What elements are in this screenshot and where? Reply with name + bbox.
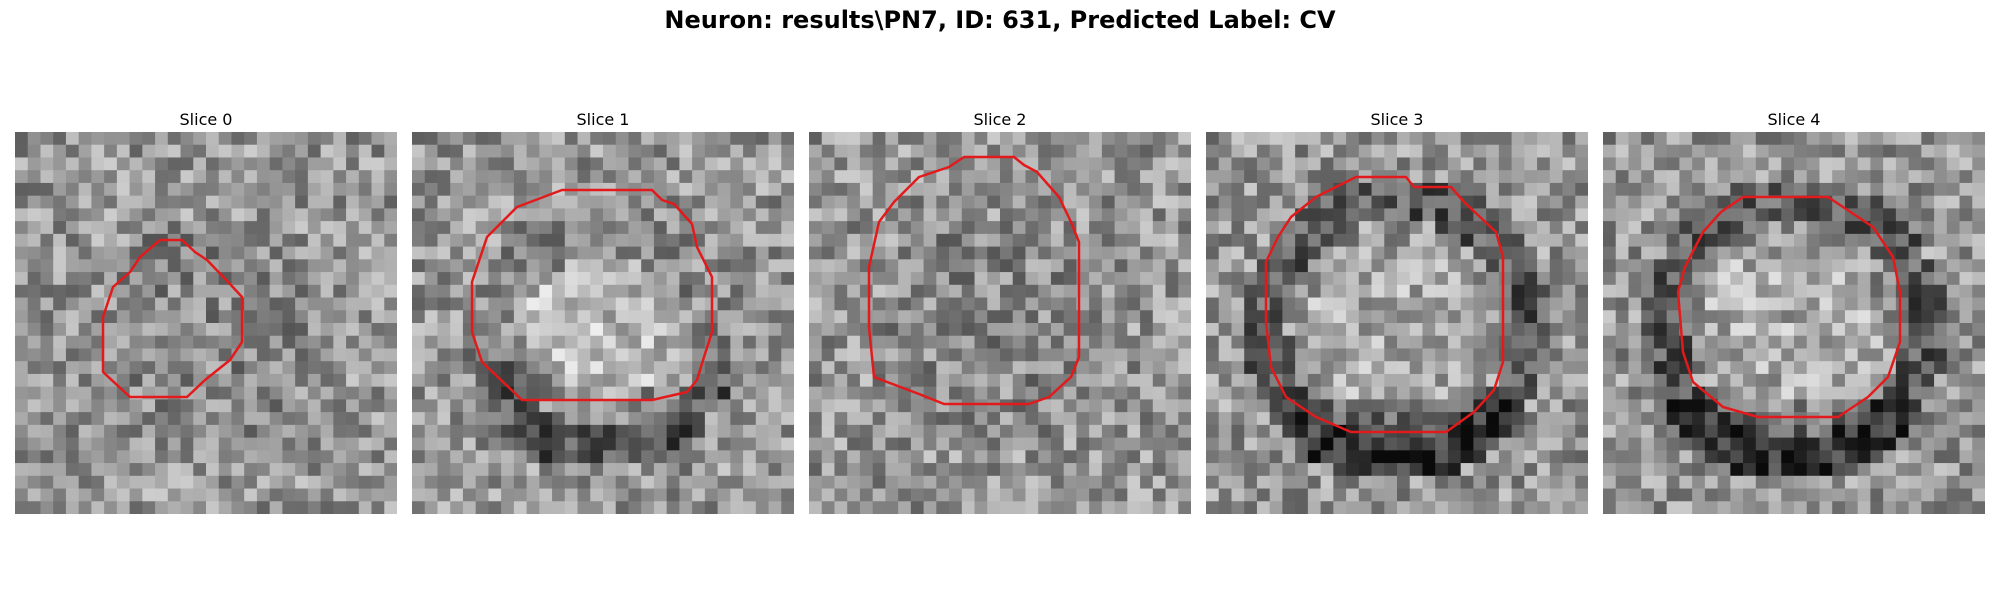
pixel-grid [412, 132, 794, 514]
segmentation-outline [867, 155, 1081, 406]
pixel-grid [1603, 132, 1985, 514]
slice-title: Slice 1 [576, 110, 630, 129]
figure-title: Neuron: results\PN7, ID: 631, Predicted … [664, 6, 1336, 34]
slice-title: Slice 4 [1767, 110, 1821, 129]
slice-panel-0: Slice 0 [15, 108, 397, 514]
pixel-grid [15, 132, 397, 514]
slice-panel-4: Slice 4 [1603, 108, 1985, 514]
segmentation-outline [470, 188, 714, 402]
slice-title: Slice 0 [179, 110, 233, 129]
slice-panel-1: Slice 1 [412, 108, 794, 514]
pixel-grid [809, 132, 1191, 514]
slice-panel-2: Slice 2 [809, 108, 1191, 514]
segmentation-outline [1676, 195, 1902, 419]
slice-image [1206, 132, 1588, 514]
slice-title: Slice 2 [973, 110, 1027, 129]
slice-panel-3: Slice 3 [1206, 108, 1588, 514]
slice-title: Slice 3 [1370, 110, 1424, 129]
pixel-grid [1206, 132, 1588, 514]
slice-image [1603, 132, 1985, 514]
slice-image [809, 132, 1191, 514]
slice-image [15, 132, 397, 514]
segmentation-outline [1264, 175, 1505, 434]
segmentation-outline [101, 238, 244, 399]
slice-image [412, 132, 794, 514]
